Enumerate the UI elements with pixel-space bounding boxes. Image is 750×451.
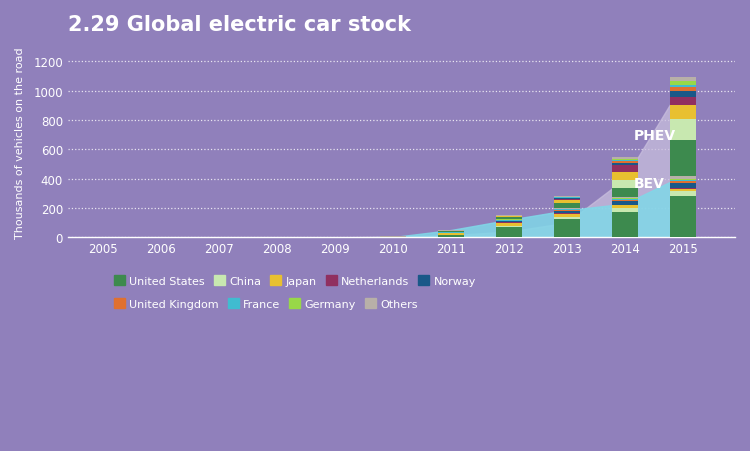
Bar [438,235,464,238]
Bar [612,201,638,202]
Bar [612,181,638,189]
Bar [612,205,638,206]
Bar [496,221,522,223]
Bar [612,197,638,198]
Bar [554,214,580,217]
Bar [496,220,522,221]
Bar [670,184,696,189]
Bar [496,227,522,238]
Y-axis label: Thousands of vehicles on the road: Thousands of vehicles on the road [15,47,25,238]
Bar [554,210,580,211]
Bar [670,78,696,82]
Bar [670,180,696,182]
Text: PHEV: PHEV [634,129,676,143]
Bar [670,196,696,238]
Bar [670,92,696,97]
Bar [612,189,638,197]
Bar [554,219,580,238]
Bar [670,120,696,141]
Bar [670,182,696,184]
Text: BEV: BEV [634,177,664,191]
Bar [612,202,638,205]
Bar [612,172,638,181]
Bar [554,208,580,209]
Bar [554,212,580,214]
Bar [612,164,638,166]
Bar [670,88,696,92]
Bar [554,204,580,208]
Bar [670,82,696,86]
Bar [438,234,464,235]
Bar [612,208,638,212]
Bar [670,192,696,196]
Bar [554,199,580,201]
Bar [612,158,638,160]
Bar [670,189,696,192]
Bar [670,177,696,179]
Bar [612,198,638,199]
Bar [496,226,522,227]
Bar [612,212,638,238]
Bar [554,201,580,203]
Bar [612,160,638,161]
Bar [670,106,696,120]
Bar [612,161,638,164]
Bar [670,141,696,177]
Bar [554,203,580,204]
Bar [554,197,580,198]
Bar [496,219,522,220]
Text: 2.29 Global electric car stock: 2.29 Global electric car stock [68,15,411,35]
Bar [670,97,696,106]
Bar [554,217,580,219]
Legend: United Kingdom, France, Germany, Others: United Kingdom, France, Germany, Others [113,299,418,309]
Bar [612,199,638,201]
Bar [670,179,696,180]
Bar [496,223,522,226]
Bar [612,206,638,208]
Bar [554,211,580,212]
Bar [496,217,522,218]
Bar [438,230,464,231]
Bar [496,218,522,219]
Bar [438,231,464,232]
Bar [612,166,638,172]
Bar [670,86,696,88]
